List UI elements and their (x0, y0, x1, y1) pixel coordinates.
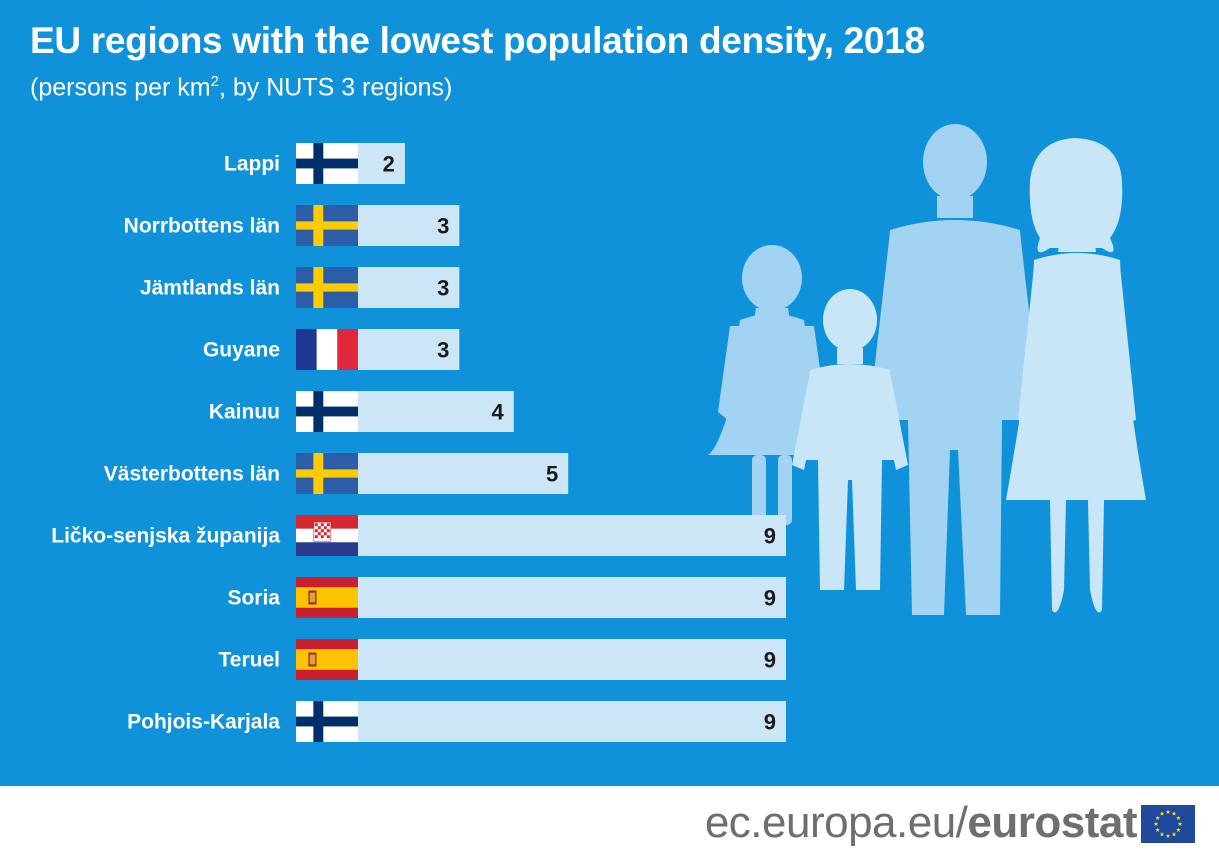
flag-croatia-icon (296, 515, 358, 556)
category-label: Kainuu (209, 401, 280, 424)
eu-star (1155, 827, 1160, 832)
footer-url-brand: eurostat (967, 798, 1137, 847)
category-label: Norrbottens län (124, 215, 280, 238)
flag-sweden-icon (296, 205, 358, 246)
bar-row: Kainuu 4 (209, 391, 514, 432)
bar-row: Jämtlands län 3 (140, 267, 460, 308)
footer-url-prefix: ec.europa.eu/ (704, 798, 968, 847)
family-silhouette-icon (708, 124, 1146, 615)
eu-star (1165, 809, 1171, 814)
bar-row: Norrbottens län 3 (124, 205, 460, 246)
footer-url[interactable]: ec.europa.eu/eurostat (704, 798, 1138, 848)
eu-flag-icon (1141, 805, 1195, 843)
eu-star (1176, 827, 1181, 832)
value-label: 5 (546, 462, 558, 487)
category-label: Guyane (203, 339, 280, 362)
bar-row: Soria 9 (227, 577, 786, 618)
chart-subtitle: (persons per km2, by NUTS 3 regions) (30, 73, 452, 102)
category-label: Jämtlands län (140, 277, 280, 300)
woman-silhouette (1006, 138, 1146, 613)
bar (358, 205, 460, 246)
eu-star (1159, 831, 1165, 837)
bar (358, 391, 514, 432)
chart-title: EU regions with the lowest population de… (30, 20, 925, 61)
boy-silhouette (792, 289, 908, 590)
subtitle-superscript: 2 (210, 73, 219, 90)
girl-silhouette (708, 245, 836, 525)
category-label: Pohjois-Karjala (127, 711, 280, 734)
flag-spain-icon (296, 577, 358, 618)
bar (358, 515, 786, 556)
bar (358, 453, 569, 494)
subtitle-main: (persons per km (30, 73, 211, 102)
flag-sweden-icon (296, 267, 358, 308)
value-label: 3 (437, 214, 449, 239)
chart-panel: EU regions with the lowest population de… (0, 0, 1219, 786)
bar (358, 267, 460, 308)
subtitle-rest: , by NUTS 3 regions) (218, 73, 453, 102)
value-label: 9 (764, 648, 776, 673)
flag-sweden-icon (296, 453, 358, 494)
value-label: 3 (437, 276, 449, 301)
flag-finland-icon (296, 143, 358, 184)
bar (358, 639, 786, 680)
bar (358, 577, 786, 618)
category-label: Lappi (224, 153, 280, 176)
eu-star (1171, 811, 1177, 816)
bar-row: Pohjois-Karjala 9 (127, 701, 786, 742)
category-label: Teruel (219, 649, 280, 672)
value-label: 9 (764, 586, 776, 611)
value-label: 3 (437, 338, 449, 363)
value-label: 9 (764, 524, 776, 549)
eu-star (1165, 833, 1171, 838)
value-label: 4 (492, 400, 505, 425)
bar-row: Lappi 2 (224, 143, 405, 184)
footer (0, 786, 1219, 866)
bar (358, 701, 786, 742)
bar-row: Teruel 9 (219, 639, 786, 680)
eu-star (1153, 821, 1159, 826)
bar-row: Guyane 3 (203, 329, 460, 370)
eu-star (1171, 831, 1177, 837)
bar-row: Ličko-senjska županija 9 (51, 515, 786, 556)
flag-finland-icon (296, 391, 358, 432)
eu-star (1155, 815, 1160, 820)
flag-spain-icon (296, 639, 358, 680)
category-label: Soria (227, 587, 280, 610)
eu-star (1177, 821, 1183, 826)
category-label: Västerbottens län (104, 463, 280, 486)
eu-star (1159, 811, 1165, 816)
flag-france-icon (296, 329, 358, 370)
category-label: Ličko-senjska županija (51, 525, 280, 548)
bar (358, 143, 405, 184)
flag-finland-icon (296, 701, 358, 742)
value-label: 9 (764, 710, 776, 735)
bar (358, 329, 460, 370)
bar-row: Västerbottens län 5 (104, 453, 569, 494)
value-label: 2 (383, 152, 395, 177)
eu-star (1176, 815, 1181, 820)
